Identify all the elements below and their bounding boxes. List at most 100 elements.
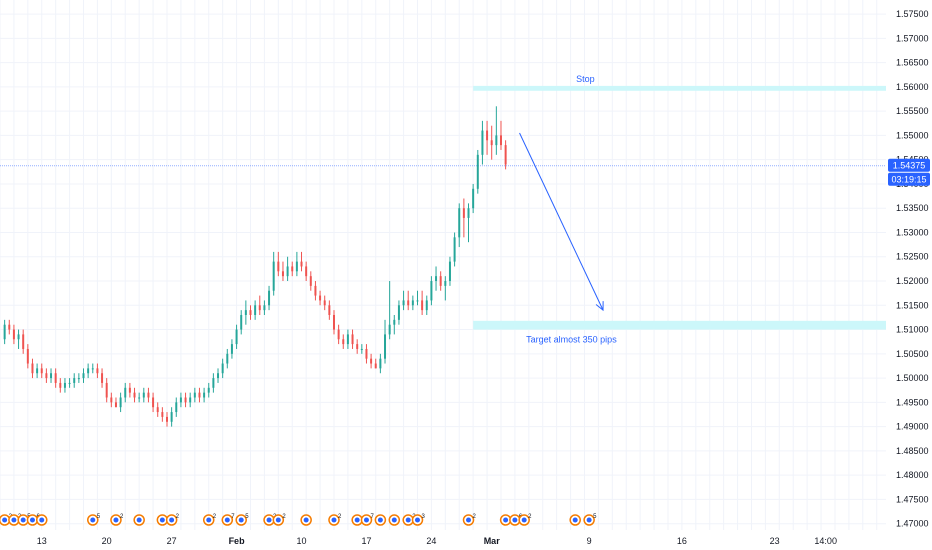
event-marker-dot [377, 517, 383, 523]
candle-body [26, 348, 29, 364]
event-marker[interactable]: 5 [235, 514, 249, 526]
candle-body [342, 339, 345, 345]
event-marker[interactable]: 2 [202, 514, 217, 526]
y-tick-label: 1.57000 [896, 33, 929, 43]
event-marker-dot [391, 517, 397, 523]
x-tick-label: 14:00 [814, 536, 837, 546]
candle-body [504, 145, 507, 165]
target-zone[interactable] [473, 320, 886, 330]
event-marker[interactable]: 2 [518, 514, 532, 526]
candle-body [499, 135, 502, 146]
candle-body [12, 329, 15, 340]
event-marker[interactable]: 3 [411, 514, 425, 526]
candle-body [319, 295, 322, 301]
event-marker-count: 3 [421, 514, 425, 520]
y-tick-label: 1.52000 [896, 276, 929, 286]
event-marker-dot [466, 517, 472, 523]
event-marker[interactable]: 2 [272, 514, 286, 526]
event-marker[interactable]: 7 [221, 514, 235, 526]
candle-body [133, 392, 136, 398]
candle-body [263, 305, 266, 311]
candle-body [472, 188, 475, 209]
event-marker[interactable] [133, 514, 145, 526]
event-marker[interactable] [499, 514, 512, 526]
current-price-tag-bg [888, 158, 930, 172]
event-marker-dot [2, 517, 8, 523]
stop-zone[interactable] [473, 85, 886, 91]
candle-body [212, 378, 215, 388]
forecast-arrow[interactable] [519, 132, 604, 312]
y-tick-label: 1.51500 [896, 300, 929, 310]
x-tick-label: 27 [167, 536, 177, 546]
y-tick-label: 1.47500 [896, 494, 929, 504]
candle-body [244, 310, 247, 315]
candle-body [235, 329, 238, 345]
candle-body [421, 300, 424, 311]
candle-body [203, 392, 206, 398]
candle-body [323, 300, 326, 306]
event-marker[interactable] [300, 514, 312, 526]
event-marker-dot [113, 517, 119, 523]
candle-body [486, 130, 489, 141]
event-marker[interactable] [374, 514, 387, 526]
event-marker[interactable]: 7 [360, 514, 374, 526]
forecast-arrow-line[interactable] [519, 132, 604, 311]
x-tick-label: 17 [361, 536, 371, 546]
forecast-arrow-head[interactable] [595, 301, 604, 312]
event-marker[interactable]: 2 [165, 514, 180, 526]
event-marker[interactable] [35, 514, 48, 526]
candle-body [221, 363, 224, 374]
y-tick-label: 1.55000 [896, 130, 929, 140]
event-marker[interactable]: 5 [87, 514, 101, 526]
event-marker[interactable] [156, 514, 169, 526]
candle-body [300, 261, 303, 267]
candle-body [453, 237, 456, 262]
event-markers[interactable]: 22565222752227232625 [0, 514, 597, 526]
event-marker-dot [521, 517, 527, 523]
event-marker[interactable]: 2 [110, 514, 124, 526]
candle-body [105, 382, 108, 398]
x-tick-label: 13 [37, 536, 47, 546]
candle-body [328, 305, 331, 315]
event-marker-dot [159, 517, 165, 523]
event-marker[interactable]: 5 [583, 514, 597, 526]
candle-body [17, 334, 20, 340]
candle-body [22, 334, 25, 349]
candle-body [217, 373, 220, 379]
y-tick-label: 1.52500 [896, 252, 929, 262]
price-axis[interactable]: 1.47000 1.47500 1.48000 1.48500 1.49000 1.495… [896, 9, 929, 529]
y-tick-label: 1.56000 [896, 82, 929, 92]
candle-body [277, 261, 280, 272]
candle-body [96, 368, 99, 374]
event-marker-count: 7 [231, 514, 235, 520]
event-marker-dot [331, 517, 337, 523]
event-marker[interactable] [351, 514, 363, 526]
event-marker[interactable]: 2 [462, 514, 477, 526]
candle-body [360, 348, 363, 350]
time-axis[interactable]: 13 20 27 Feb 10 17 24 Mar 9 16 23 14:00 [37, 536, 837, 546]
candle-body [444, 281, 447, 286]
countdown-tag-bg [888, 172, 930, 186]
candle-body [36, 368, 39, 374]
candle-body [258, 305, 261, 311]
candle-body [495, 135, 498, 146]
annotation-zones[interactable] [473, 85, 886, 330]
event-marker[interactable]: 5 [17, 514, 31, 526]
event-marker[interactable]: 2 [328, 514, 342, 526]
candle-body [384, 334, 387, 359]
event-marker[interactable] [388, 514, 401, 526]
candle-body [45, 373, 48, 379]
y-tick-label: 1.50500 [896, 349, 929, 359]
event-marker-dot [90, 517, 96, 523]
x-tick-label: 9 [587, 536, 592, 546]
y-tick-label: 1.57500 [896, 9, 929, 19]
target-label: Target almost 350 pips [526, 335, 617, 345]
candle-body [462, 208, 465, 218]
candle-body [8, 324, 11, 330]
y-tick-label: 1.53000 [896, 227, 929, 237]
candle-body [379, 358, 382, 369]
candle-body [40, 368, 43, 374]
event-marker[interactable] [569, 514, 581, 526]
candle-body [254, 305, 257, 315]
